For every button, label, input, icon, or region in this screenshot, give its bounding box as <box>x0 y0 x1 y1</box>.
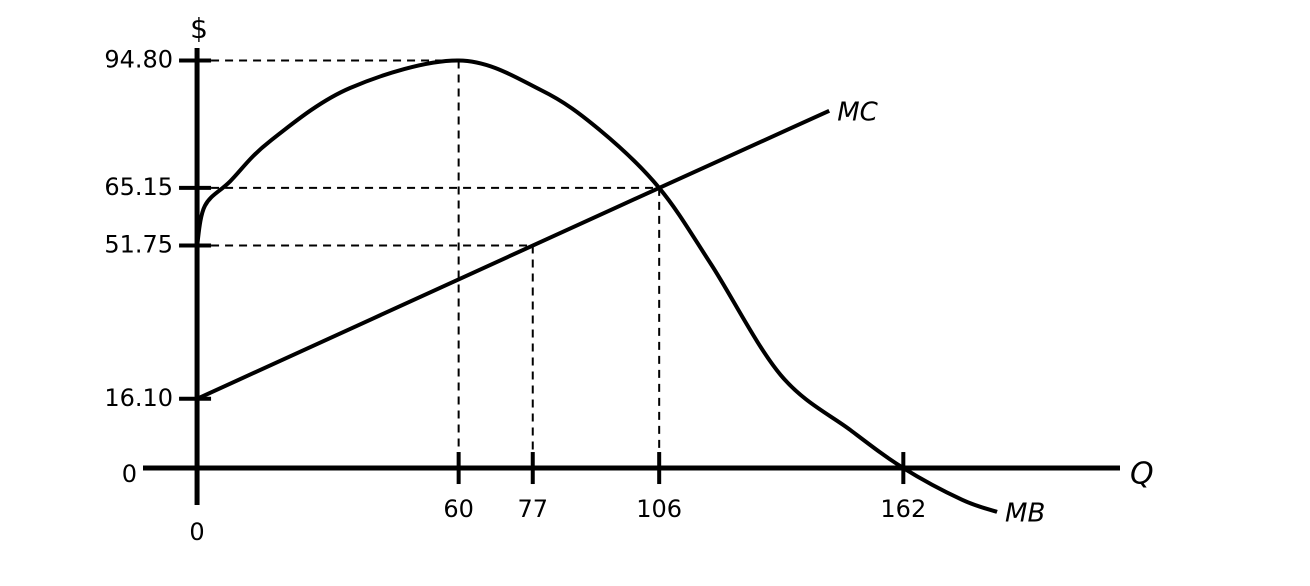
y-tick-label: 65.15 <box>104 173 173 201</box>
x-axis-label: Q <box>1130 457 1154 492</box>
y-axis-label: $ <box>190 12 208 45</box>
x-tick-label: 162 <box>880 495 926 523</box>
series-line <box>195 58 998 514</box>
x-tick-label: 77 <box>517 495 548 523</box>
series-label: MB <box>1005 498 1045 528</box>
x-tick-label: 106 <box>636 495 682 523</box>
y-tick-label: 0 <box>122 460 137 488</box>
x-tick-label: 60 <box>443 495 474 523</box>
y-tick-label: 51.75 <box>104 231 173 259</box>
series-label: MC <box>837 97 878 127</box>
y-tick-label: 94.80 <box>104 45 173 73</box>
series-line <box>196 108 831 401</box>
y-tick-label: 16.10 <box>104 384 173 412</box>
x-tick-label: 0 <box>189 518 204 546</box>
